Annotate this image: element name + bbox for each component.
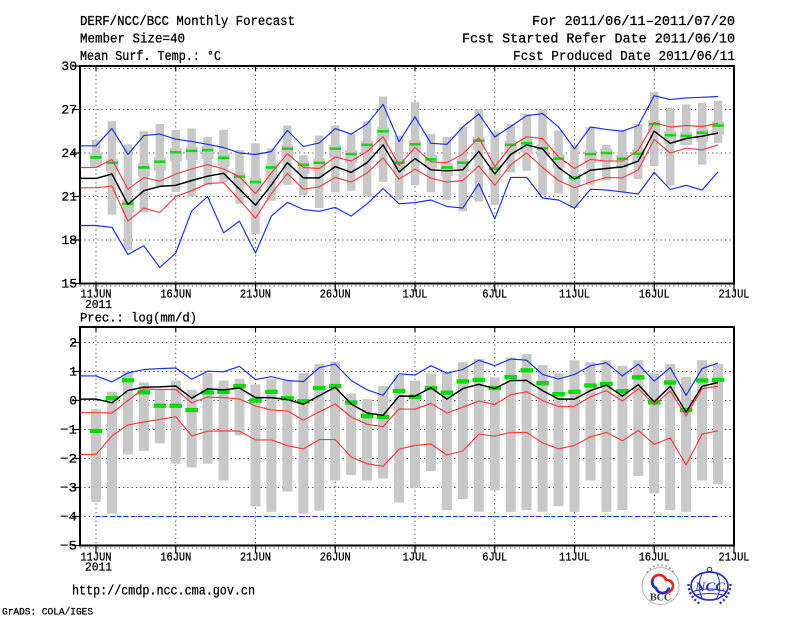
svg-text:16JUL: 16JUL <box>639 551 670 565</box>
svg-text:−2: −2 <box>60 452 77 467</box>
svg-text:27: 27 <box>61 103 77 118</box>
svg-text:http://cmdp.ncc.cma.gov.cn: http://cmdp.ncc.cma.gov.cn <box>72 585 255 600</box>
svg-text:Member Size=40: Member Size=40 <box>80 33 185 48</box>
svg-text:6JUL: 6JUL <box>482 551 507 565</box>
svg-text:Fcst Started Refer Date 2011/0: Fcst Started Refer Date 2011/06/10 <box>462 33 735 48</box>
svg-text:1JUL: 1JUL <box>403 551 428 565</box>
svg-text:16JUN: 16JUN <box>160 288 191 302</box>
svg-text:2011: 2011 <box>85 561 112 575</box>
svg-text:24: 24 <box>61 146 77 161</box>
svg-text:1JUL: 1JUL <box>403 288 428 302</box>
svg-text:16JUN: 16JUN <box>160 551 191 565</box>
svg-text:2: 2 <box>69 336 77 351</box>
svg-text:26JUN: 26JUN <box>320 551 351 565</box>
svg-text:GrADS: COLA/IGES: GrADS: COLA/IGES <box>2 607 93 618</box>
svg-text:−3: −3 <box>60 481 77 496</box>
svg-text:6JUL: 6JUL <box>482 288 507 302</box>
svg-text:2011: 2011 <box>85 298 112 312</box>
svg-text:11JUL: 11JUL <box>559 551 590 565</box>
svg-text:11JUL: 11JUL <box>559 288 590 302</box>
svg-text:21: 21 <box>61 190 77 205</box>
svg-text:NCC: NCC <box>694 579 725 594</box>
svg-text:Fcst Produced Date 2011/06/11: Fcst Produced Date 2011/06/11 <box>513 50 735 65</box>
svg-text:1: 1 <box>69 365 77 380</box>
svg-text:For 2011/06/11–2011/07/20: For 2011/06/11–2011/07/20 <box>532 15 735 30</box>
svg-text:0: 0 <box>69 394 77 409</box>
svg-text:18: 18 <box>61 233 77 248</box>
svg-text:−4: −4 <box>60 510 77 525</box>
svg-text:15: 15 <box>61 277 77 292</box>
svg-text:21JUN: 21JUN <box>240 551 271 565</box>
svg-text:11JUN: 11JUN <box>81 551 112 565</box>
svg-text:21JUN: 21JUN <box>240 288 271 302</box>
svg-text:30: 30 <box>61 59 77 74</box>
svg-text:Prec.: log(mm/d): Prec.: log(mm/d) <box>80 311 197 326</box>
svg-text:21JUL: 21JUL <box>719 288 750 302</box>
svg-text:21JUL: 21JUL <box>719 551 750 565</box>
svg-text:DERF/NCC/BCC Monthly Forecast: DERF/NCC/BCC Monthly Forecast <box>80 15 295 30</box>
svg-text:Mean Surf. Temp.: °C: Mean Surf. Temp.: °C <box>80 50 221 65</box>
svg-text:−5: −5 <box>60 539 77 554</box>
svg-text:−1: −1 <box>60 423 77 438</box>
svg-text:26JUN: 26JUN <box>320 288 351 302</box>
svg-text:11JUN: 11JUN <box>81 288 112 302</box>
svg-text:16JUL: 16JUL <box>639 288 670 302</box>
svg-text:BCC: BCC <box>650 593 671 604</box>
